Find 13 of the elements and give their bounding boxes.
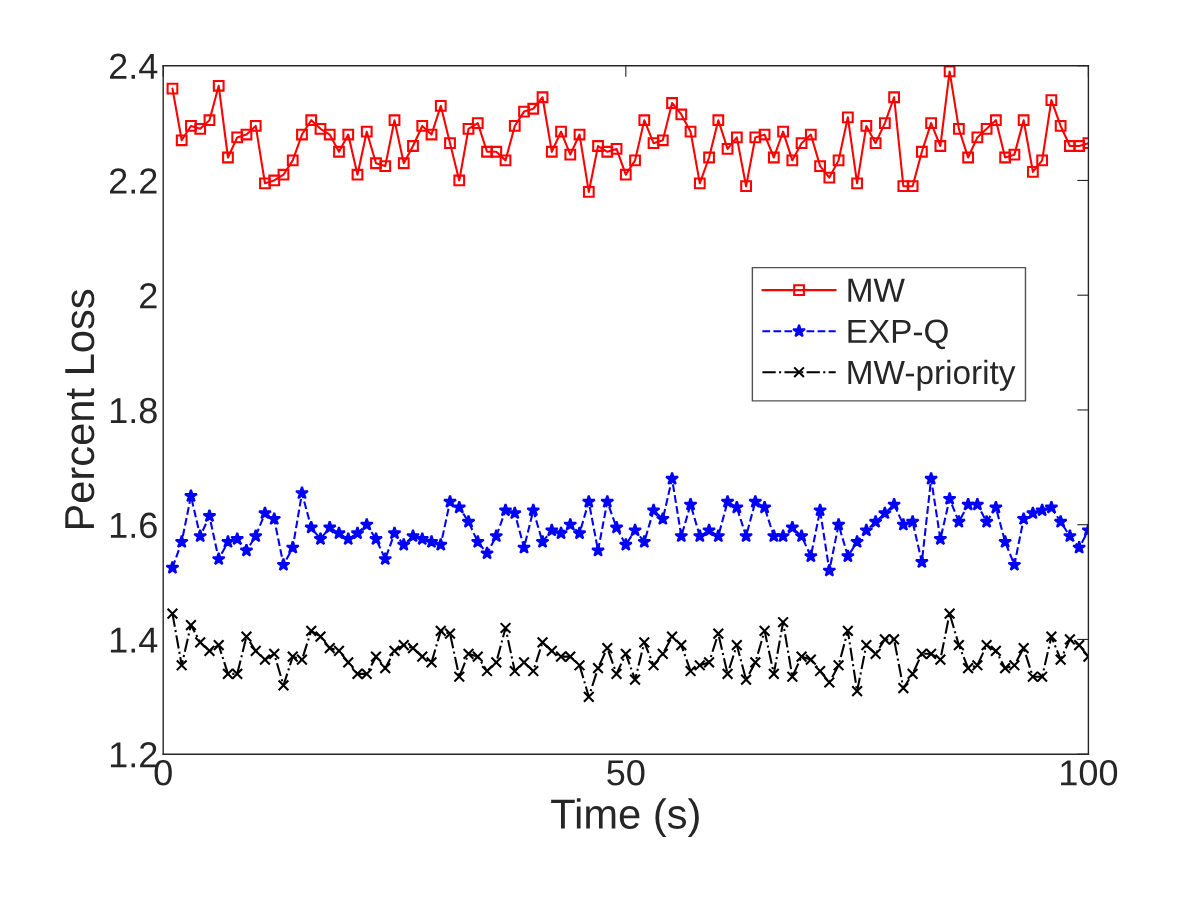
legend-label: MW: [848, 278, 905, 302]
y-tick-label: 2.2: [109, 168, 157, 194]
x-tick-label: 100: [1061, 760, 1118, 786]
y-tick-label: 1.8: [110, 397, 157, 424]
y-tick-label: 1.4: [110, 627, 158, 653]
legend-label: MW-priority: [848, 359, 1016, 391]
y-tick-label: 2: [140, 283, 157, 309]
x-axis-title: Time (s): [551, 798, 699, 838]
legend-label: EXP-Q: [848, 319, 948, 350]
y-tick-label: 2.4: [109, 53, 158, 79]
x-tick-label: 50: [607, 760, 645, 786]
y-tick-label: 1.6: [110, 512, 157, 539]
y-axis-title: Percent Loss: [65, 289, 95, 529]
